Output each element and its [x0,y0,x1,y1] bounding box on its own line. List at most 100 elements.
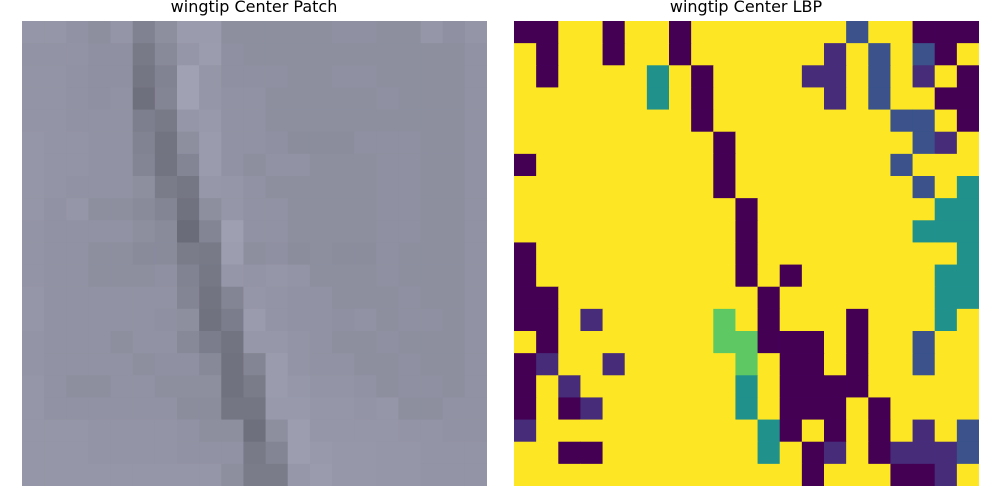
lbp-pixel [735,397,759,421]
patch-pixel [199,220,222,244]
lbp-pixel [624,21,648,44]
lbp-pixel [824,308,847,332]
patch-pixel [464,463,487,486]
lbp-pixel [691,286,714,310]
lbp-pixel [646,109,670,133]
patch-pixel [464,264,487,288]
patch-pixel [22,397,45,421]
lbp-pixel [824,463,847,486]
patch-pixel [132,308,156,332]
patch-pixel [354,397,377,421]
lbp-pixel [846,463,869,486]
lbp-pixel [602,331,626,354]
patch-pixel [398,65,422,89]
patch-pixel [420,153,444,177]
lbp-pixel [646,375,670,399]
patch-pixel [442,21,466,44]
lbp-pixel [646,397,670,421]
lbp-pixel [669,286,692,310]
lbp-pixel [757,109,781,133]
lbp-pixel [801,109,825,133]
lbp-pixel [691,308,714,332]
lbp-pixel [713,153,737,177]
patch-pixel [265,463,289,486]
lbp-pixel [801,176,825,199]
patch-pixel [22,286,45,310]
patch-pixel [265,21,289,44]
lbp-pixel [558,441,582,465]
patch-pixel [243,176,267,199]
patch-pixel [464,109,487,133]
patch-pixel [354,153,377,177]
lbp-pixel [824,331,847,354]
patch-pixel [442,419,466,443]
lbp-pixel [558,353,582,376]
patch-pixel [287,308,311,332]
patch-pixel [243,286,267,310]
patch-pixel [177,21,200,44]
patch-pixel [177,264,200,288]
lbp-pixel [757,264,781,288]
lbp-pixel [890,176,914,199]
lbp-pixel [801,87,825,111]
lbp-pixel [934,21,958,44]
patch-pixel [177,242,200,266]
patch-pixel [221,463,245,486]
patch-pixel [177,353,200,376]
patch-pixel [420,220,444,244]
lbp-pixel [801,21,825,44]
patch-pixel [221,21,245,44]
patch-pixel [221,198,245,221]
lbp-pixel [890,441,914,465]
patch-pixel [132,43,156,66]
patch-pixel [44,198,67,221]
patch-pixel [265,331,289,354]
patch-pixel [177,153,200,177]
patch-pixel [332,198,355,221]
patch-pixel [243,397,267,421]
patch-pixel [309,87,333,111]
patch-pixel [44,308,67,332]
lbp-pixel [691,131,714,155]
lbp-pixel [669,65,692,89]
patch-pixel [221,375,245,399]
patch-pixel [442,109,466,133]
patch-pixel [442,43,466,66]
patch-pixel [287,87,311,111]
patch-pixel [66,242,90,266]
patch-pixel [199,397,222,421]
lbp-pixel [757,153,781,177]
lbp-pixel [669,242,692,266]
patch-pixel [354,87,377,111]
patch-pixel [66,176,90,199]
patch-pixel [309,353,333,376]
lbp-pixel [558,220,582,244]
patch-pixel [22,109,45,133]
lbp-pixel [757,242,781,266]
lbp-pixel [846,87,869,111]
patch-pixel [287,242,311,266]
patch-pixel [464,419,487,443]
lbp-pixel [824,21,847,44]
lbp-pixel [536,308,559,332]
patch-pixel [376,463,400,486]
lbp-pixel [514,220,537,244]
lbp-pixel [558,43,582,66]
patch-pixel [354,198,377,221]
patch-pixel [177,65,200,89]
patch-pixel [420,131,444,155]
lbp-pixel [713,308,737,332]
lbp-pixel [757,43,781,66]
patch-pixel [110,176,134,199]
lbp-pixel [801,242,825,266]
lbp-pixel [779,264,803,288]
lbp-pixel [558,463,582,486]
patch-pixel [442,264,466,288]
lbp-pixel [757,441,781,465]
patch-pixel [265,242,289,266]
patch-pixel [22,463,45,486]
lbp-pixel [868,65,892,89]
patch-pixel [309,242,333,266]
patch-pixel [442,220,466,244]
lbp-pixel [536,43,559,66]
